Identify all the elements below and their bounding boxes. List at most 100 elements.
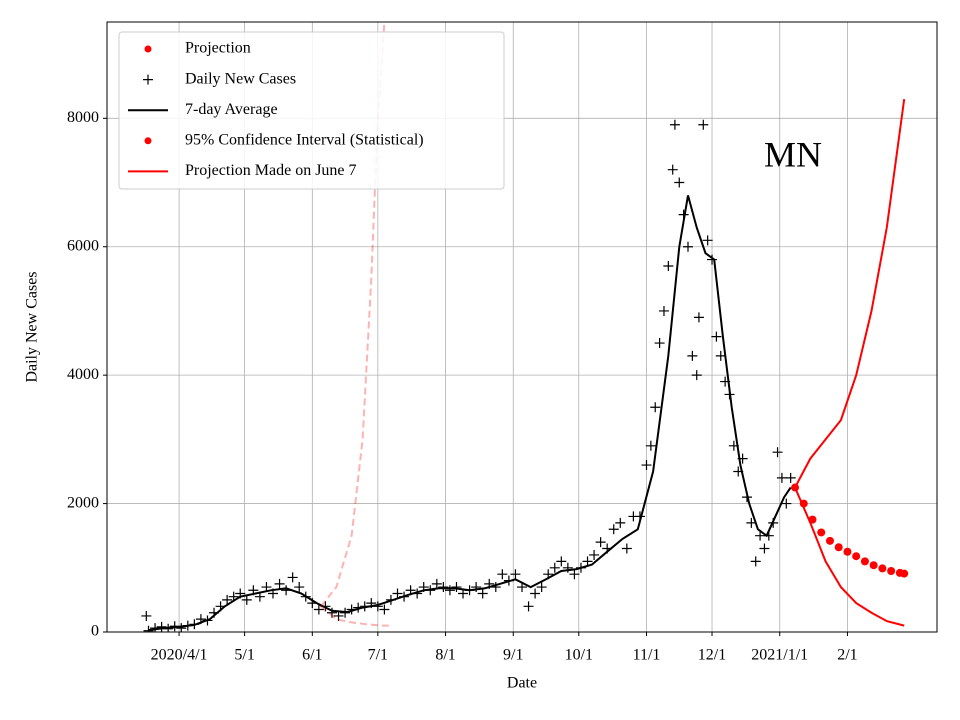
case-marker [582,556,593,567]
legend-box [118,31,505,190]
case-marker [654,338,665,349]
case-marker [776,472,787,483]
case-marker [781,498,792,509]
projection-dot [825,536,834,545]
x-tick-label: 12/1 [698,647,726,664]
x-tick-label: 5/1 [234,647,254,664]
case-marker [156,621,167,632]
case-marker [438,582,449,593]
case-marker [313,604,324,615]
case-marker [667,164,678,175]
case-marker [615,517,626,528]
legend-label: 95% Confidence Interval (Statistical) [185,131,424,148]
case-marker [241,594,252,605]
case-marker [569,569,580,580]
case-marker [477,588,488,599]
y-tick-label: 6000 [67,237,99,254]
ci-upper [794,98,906,488]
legend-label: Projection [185,40,251,57]
y-tick-label: 2000 [67,494,99,511]
x-tick-label: 11/1 [633,647,661,664]
case-marker [287,572,298,583]
case-marker [711,331,722,342]
case-marker [702,235,713,246]
case-marker [621,543,632,554]
projection-dot [900,569,909,578]
case-marker [530,588,541,599]
case-marker [608,524,619,535]
projection-dot [878,564,887,573]
case-marker [141,610,152,621]
average-line [148,195,792,632]
case-marker [669,119,680,130]
y-axis-label: Daily New Cases [24,271,41,382]
case-marker [556,556,567,567]
case-marker [392,588,403,599]
case-marker [650,402,661,413]
case-marker [693,312,704,323]
case-marker [294,582,305,593]
projection-dot [817,528,826,537]
case-marker [549,562,560,573]
case-marker [444,585,455,596]
case-marker [683,241,693,252]
legend-marker [143,74,153,85]
case-marker [691,370,702,381]
x-tick-label: 2020/4/1 [151,647,208,664]
projection-dot [843,547,852,556]
x-tick-label: 6/1 [302,647,322,664]
case-marker [379,604,390,615]
projection-dot [887,567,896,575]
case-marker [451,582,462,593]
case-marker [326,607,337,618]
x-tick-label: 9/1 [503,647,523,664]
case-marker [663,261,674,271]
y-tick-label: 0 [91,623,99,640]
x-tick-label: 2/1 [837,647,857,664]
case-marker [698,119,709,130]
projection-dot [834,543,843,552]
case-marker [687,350,698,361]
projection-dot [869,561,878,570]
case-marker [755,530,766,541]
ci-lower [794,487,905,627]
y-tick-label: 4000 [67,366,99,383]
case-marker [431,578,442,589]
legend-label: Daily New Cases [185,70,296,87]
case-marker [715,350,726,361]
projection-dot [860,557,869,566]
case-marker [658,305,669,316]
legend: Projection Daily New Cases 7-day Average 95… [118,31,505,190]
case-marker [785,472,796,483]
case-marker [536,582,547,593]
y-tick-label: 8000 [67,109,99,126]
annotation: MN [764,134,822,174]
legend-marker [144,137,152,145]
case-marker [176,623,187,632]
plot-frame [106,21,938,633]
case-marker [143,625,154,632]
plot-area [141,22,909,632]
case-marker [333,610,344,621]
case-marker [497,569,508,580]
case-marker [222,594,233,605]
case-marker [707,254,718,265]
x-tick-label: 7/1 [368,647,388,664]
legend-label: 7-day Average [185,101,278,118]
case-marker [772,447,783,458]
legend-label: Projection Made on June 7 [185,162,357,179]
case-marker [510,569,521,580]
case-marker [759,543,770,554]
x-tick-label: 2021/1/1 [751,647,808,664]
case-marker [641,460,652,471]
x-tick-label: 10/1 [565,647,593,664]
projection-dot [852,552,861,561]
case-marker [274,578,285,589]
case-marker [750,556,761,567]
case-marker [595,537,606,548]
x-tick-label: 8/1 [435,647,455,664]
june-lower [320,605,389,627]
case-marker [645,440,656,451]
case-marker [523,601,534,612]
